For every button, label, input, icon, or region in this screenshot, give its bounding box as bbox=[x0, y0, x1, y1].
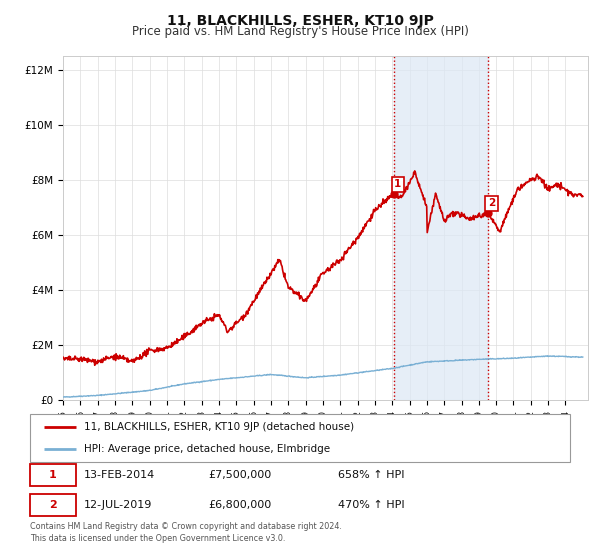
Text: 13-FEB-2014: 13-FEB-2014 bbox=[84, 470, 155, 480]
Text: 1: 1 bbox=[49, 470, 57, 480]
Text: 1: 1 bbox=[394, 179, 401, 189]
Text: £6,800,000: £6,800,000 bbox=[208, 500, 271, 510]
Text: 12-JUL-2019: 12-JUL-2019 bbox=[84, 500, 152, 510]
Text: 11, BLACKHILLS, ESHER, KT10 9JP: 11, BLACKHILLS, ESHER, KT10 9JP bbox=[167, 14, 433, 28]
Text: Price paid vs. HM Land Registry's House Price Index (HPI): Price paid vs. HM Land Registry's House … bbox=[131, 25, 469, 38]
Text: Contains HM Land Registry data © Crown copyright and database right 2024.
This d: Contains HM Land Registry data © Crown c… bbox=[30, 522, 342, 543]
Text: 2: 2 bbox=[488, 198, 495, 208]
FancyBboxPatch shape bbox=[30, 494, 76, 516]
Bar bbox=[394, 56, 488, 400]
Text: 11, BLACKHILLS, ESHER, KT10 9JP (detached house): 11, BLACKHILLS, ESHER, KT10 9JP (detache… bbox=[84, 422, 354, 432]
Text: 658% ↑ HPI: 658% ↑ HPI bbox=[338, 470, 404, 480]
Text: 2: 2 bbox=[49, 500, 57, 510]
Text: £7,500,000: £7,500,000 bbox=[208, 470, 271, 480]
Text: HPI: Average price, detached house, Elmbridge: HPI: Average price, detached house, Elmb… bbox=[84, 444, 330, 454]
FancyBboxPatch shape bbox=[30, 464, 76, 486]
Text: 470% ↑ HPI: 470% ↑ HPI bbox=[338, 500, 404, 510]
